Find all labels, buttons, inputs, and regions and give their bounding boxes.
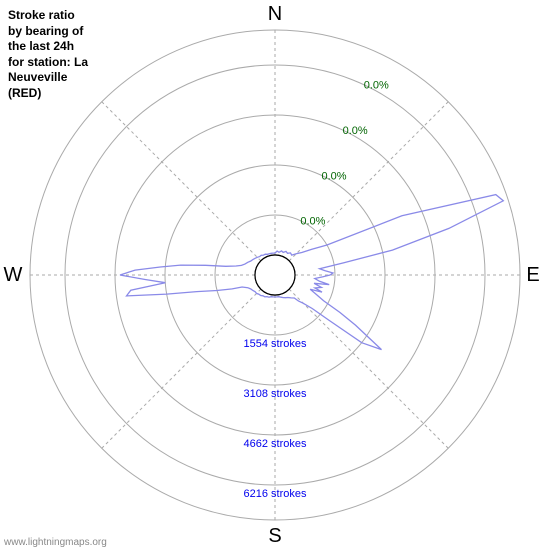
ring-label-strokes: 3108 strokes <box>244 388 307 400</box>
ring-label-strokes: 4662 strokes <box>244 438 307 450</box>
title-line-0: Stroke ratio <box>8 8 75 22</box>
spoke <box>102 289 261 448</box>
ring-label-pct: 0.0% <box>321 170 346 182</box>
spoke <box>102 102 261 261</box>
footer-text: www.lightningmaps.org <box>4 537 107 548</box>
ring-label-pct: 0.0% <box>364 80 389 92</box>
ring-label-pct: 0.0% <box>300 216 325 228</box>
cardinal-e: E <box>526 264 539 286</box>
title-line-1: by bearing of <box>8 24 83 38</box>
hub-circle-top <box>255 255 295 295</box>
cardinal-w: W <box>4 264 23 286</box>
spoke <box>289 102 448 261</box>
title-line-4: Neuveville <box>8 70 67 84</box>
title-line-3: for station: La <box>8 55 88 69</box>
footer-attribution: www.lightningmaps.org <box>4 537 107 548</box>
cardinal-n: N <box>268 3 282 25</box>
title-line-2: the last 24h <box>8 39 74 53</box>
ring-label-strokes: 6216 strokes <box>244 488 307 500</box>
spoke <box>289 289 448 448</box>
ring-label-pct: 0.0% <box>343 125 368 137</box>
ring-label-strokes: 1554 strokes <box>244 338 307 350</box>
title-line-5: (RED) <box>8 86 41 100</box>
cardinal-s: S <box>268 525 281 547</box>
chart-title: Stroke ratio by bearing of the last 24h … <box>8 8 88 102</box>
